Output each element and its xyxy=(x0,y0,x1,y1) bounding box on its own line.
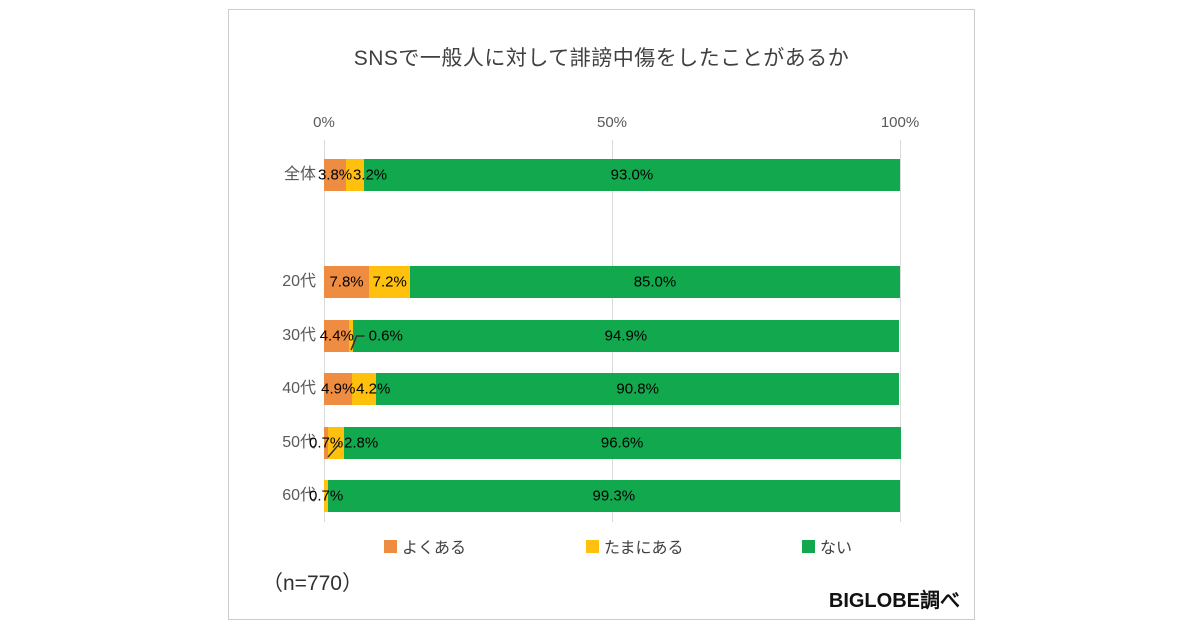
bar-segment xyxy=(324,373,353,405)
value-label: 7.8% xyxy=(329,273,364,291)
category-label: 20代 xyxy=(282,273,316,290)
axis-tick: 0% xyxy=(313,114,335,131)
bar-segment xyxy=(344,426,901,459)
value-label: 4.9% xyxy=(321,380,356,398)
legend: よくある たまにある ない xyxy=(229,534,974,558)
legend-swatch xyxy=(802,539,815,553)
sample-size: （n=770） xyxy=(262,572,363,595)
value-label: 99.3% xyxy=(592,487,636,505)
bar-segment xyxy=(328,480,900,512)
legend-label: よくある xyxy=(402,540,467,557)
bar-segment xyxy=(324,266,369,298)
bar-segment xyxy=(324,480,329,512)
bar-row: 3.8% 3.2% 93.0% xyxy=(318,159,900,191)
bar-segment xyxy=(352,373,377,405)
axis-tick: 50% xyxy=(596,114,628,131)
value-label: 85.0% xyxy=(633,273,677,291)
axis-tick: 100% xyxy=(880,114,920,131)
category-label: 全体 xyxy=(283,166,316,183)
bar-segment xyxy=(364,159,900,191)
bar-segment xyxy=(368,266,411,298)
legend-label: ない xyxy=(820,540,853,557)
bar-row: 7.8% 7.2% 85.0% xyxy=(324,266,900,298)
bar-segment xyxy=(324,159,346,191)
value-label: 3.2% xyxy=(352,166,388,184)
bar-segment xyxy=(376,373,900,405)
value-label: 90.8% xyxy=(616,380,659,398)
bar-row: 4.4% 0.6% 94.9% xyxy=(320,319,900,352)
category-label: 50代 xyxy=(282,433,316,451)
grid-line xyxy=(900,140,901,522)
bar-segment xyxy=(345,159,365,191)
legend-swatch xyxy=(384,539,397,553)
bar-segment xyxy=(352,319,900,352)
legend-item: たまにある xyxy=(586,534,684,558)
value-label: 4.2% xyxy=(356,380,391,398)
plot-area: 全体 3.8% 3.2% 93.0% 20代 7.8% 7.2% 85.0% 30代 4.4% 0.… xyxy=(229,10,974,619)
value-label: 96.6% xyxy=(600,434,644,451)
bar-segment xyxy=(410,266,900,298)
value-label: 4.4% xyxy=(319,327,354,344)
bar-segment xyxy=(324,319,350,352)
chart-card: SNSで一般人に対して誹謗中傷をしたことがあるか 0% 50% 100% 全体 3.8… xyxy=(228,9,975,620)
value-label: 94.9% xyxy=(604,327,648,344)
chart-title: SNSで一般人に対して誹謗中傷をしたことがあるか xyxy=(353,47,850,70)
x-axis-ticks: 0% 50% 100% xyxy=(229,10,974,619)
bar-row: 0.7% 2.8% 96.6% xyxy=(309,426,901,459)
value-label: 93.0% xyxy=(610,166,654,184)
legend-swatch xyxy=(586,539,599,553)
value-label: 3.8% xyxy=(317,166,353,184)
value-label: 0.7% xyxy=(309,434,344,451)
bar-segment xyxy=(324,426,329,459)
bar-row: 0.7% 99.3% xyxy=(309,480,900,512)
value-label: 0.7% xyxy=(309,487,344,505)
bar-row: 4.9% 4.2% 90.8% xyxy=(321,373,900,405)
category-label: 60代 xyxy=(282,487,316,504)
value-label: 0.6% xyxy=(368,327,403,344)
legend-item: ない xyxy=(802,534,852,558)
source-credit: BIGLOBE調べ xyxy=(828,590,960,612)
category-label: 30代 xyxy=(282,326,316,344)
value-label: 2.8% xyxy=(344,434,379,451)
legend-item: よくある xyxy=(384,534,466,558)
legend-label: たまにある xyxy=(604,540,684,557)
category-label: 40代 xyxy=(282,380,316,397)
value-label: 7.2% xyxy=(372,273,407,291)
